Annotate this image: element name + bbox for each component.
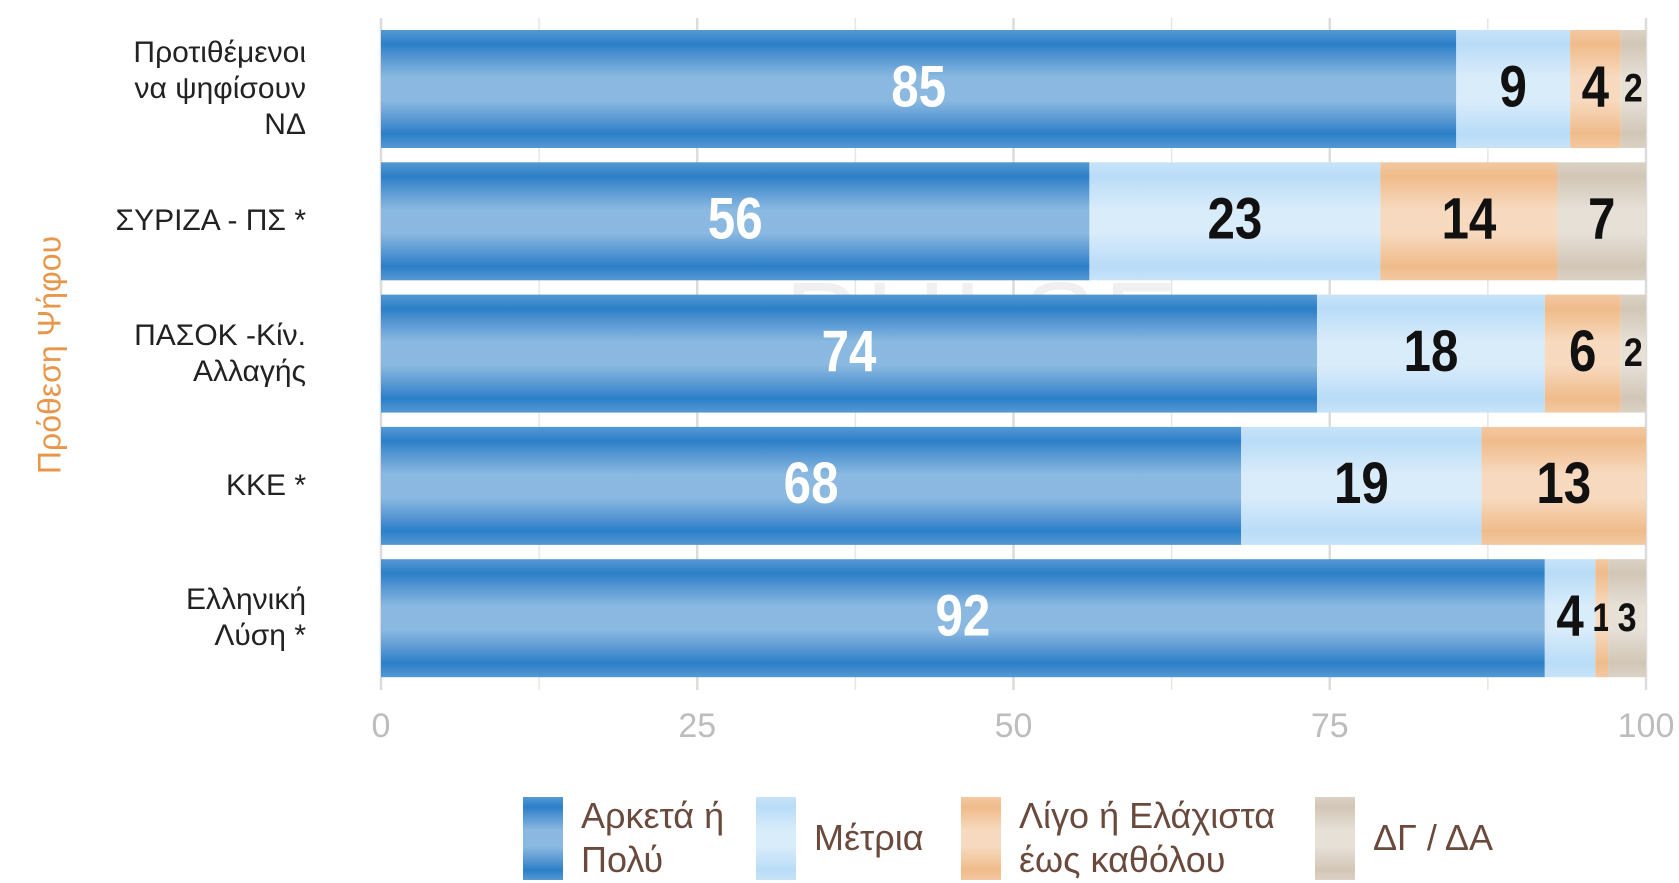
data-label: 68 — [784, 451, 839, 516]
bar-segment — [1595, 559, 1609, 678]
x-tick-label: 50 — [995, 707, 1033, 745]
bar-segment — [1481, 426, 1646, 545]
y-tick-label: Προτιθέμενοι να ψηφίσουν ΝΔ — [133, 36, 306, 141]
data-label: 23 — [1207, 187, 1262, 252]
bar-segment — [1456, 30, 1571, 148]
legend-label: Αρκετά ή Πολύ — [581, 795, 725, 880]
legend-swatch — [523, 797, 563, 880]
legend-label: ΔΓ / ΔΑ — [1373, 817, 1493, 858]
bar-segment — [381, 559, 1545, 678]
data-label: 13 — [1536, 451, 1591, 516]
x-tick-label: 100 — [1618, 707, 1675, 745]
data-label: 4 — [1582, 55, 1609, 120]
x-tick-label: 0 — [372, 707, 391, 745]
data-label: 56 — [708, 187, 763, 252]
data-label: 2 — [1624, 330, 1643, 375]
bar-segment — [1620, 30, 1646, 148]
data-label: 1 — [1592, 594, 1611, 639]
legend-swatch — [961, 797, 1001, 880]
bar-segment — [1241, 426, 1482, 545]
data-label: 18 — [1404, 319, 1459, 384]
bar-segment — [1544, 559, 1596, 678]
data-label: 3 — [1618, 594, 1637, 639]
legend-swatch — [1315, 797, 1355, 880]
x-tick-label: 75 — [1311, 707, 1349, 745]
y-tick-label: Ελληνική Λύση * — [185, 583, 306, 653]
data-label: 9 — [1499, 55, 1526, 120]
y-tick-label: ΚΚΕ * — [225, 468, 306, 502]
bar-segment — [1620, 294, 1646, 413]
bar-segment — [381, 30, 1457, 148]
x-tick-label: 25 — [678, 707, 716, 745]
bar-segment — [381, 426, 1242, 545]
data-label: 6 — [1569, 319, 1596, 384]
data-label: 7 — [1588, 187, 1615, 252]
data-label: 74 — [822, 319, 877, 384]
bar-segment — [1380, 162, 1558, 281]
data-label: 85 — [891, 55, 946, 120]
bar-segment — [1544, 294, 1621, 413]
bar-segment — [1570, 30, 1621, 148]
bar-segment — [1089, 162, 1381, 281]
bar-segment — [1557, 162, 1646, 281]
data-label: 92 — [935, 584, 990, 649]
y-tick-label: ΣΥΡΙΖΑ - ΠΣ * — [115, 204, 306, 238]
y-axis-label: Πρόθεση Ψήφου — [31, 235, 68, 475]
bar-segment — [381, 294, 1318, 413]
data-label: 2 — [1624, 65, 1643, 110]
data-label: 4 — [1556, 584, 1583, 649]
bar-segment — [381, 162, 1090, 281]
legend-swatch — [756, 797, 796, 880]
bar-segment — [1608, 559, 1646, 678]
data-label: 19 — [1334, 451, 1389, 516]
bar-segment — [1317, 294, 1545, 413]
data-label: 14 — [1441, 187, 1496, 252]
y-tick-label: ΠΑΣΟΚ -Κίν. Αλλαγής — [134, 318, 306, 388]
legend-label: Μέτρια — [814, 817, 924, 858]
legend-label: Λίγο ή Ελάχιστα έως καθόλου — [1019, 795, 1276, 880]
